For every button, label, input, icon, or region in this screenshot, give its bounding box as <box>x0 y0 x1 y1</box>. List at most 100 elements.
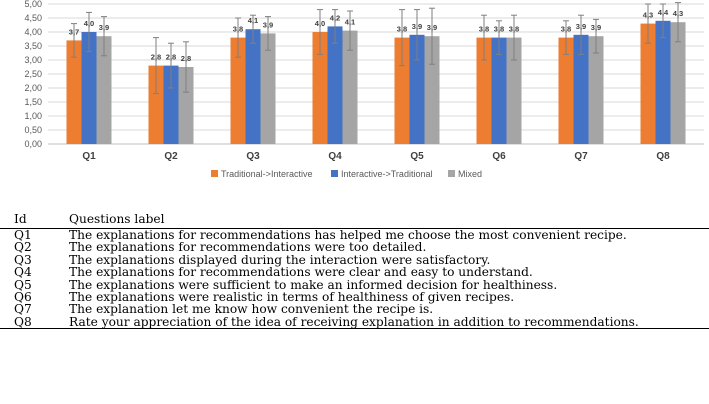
data-label: 4,0 <box>84 19 94 28</box>
row-id: Q2 <box>14 240 32 255</box>
y-tick-label: 2,00 <box>24 83 42 93</box>
y-axis-ticks: 0,00 0,50 1,00 1,50 2,00 2,50 3,00 3,50 4,00 4,50… <box>24 0 42 149</box>
row-label: The explanations were sufficient to make… <box>69 277 558 292</box>
row-label: The explanations for recommendations wer… <box>69 265 533 280</box>
data-label: 4,1 <box>345 18 355 27</box>
x-axis-categories: Q1 Q2 Q3 Q4 Q5 Q6 Q7 Q8 <box>82 151 670 162</box>
table-header-row: Id Questions label <box>0 212 709 229</box>
questions-table: Id Questions label Q1 The explanations f… <box>0 212 709 329</box>
data-label: 3,8 <box>509 25 519 34</box>
y-tick-label: 3,00 <box>24 55 42 65</box>
bar <box>394 37 410 144</box>
bar <box>409 34 425 144</box>
x-category-label: Q7 <box>574 151 588 162</box>
bar-chart: 0,00 0,50 1,00 1,50 2,00 2,50 3,00 3,50 4,00 4,50… <box>24 0 704 179</box>
bar <box>66 40 82 144</box>
data-labels: 3,7 4,0 3,9 2,8 2,8 2,8 3,8 4,1 3,9 4,0 4,2 4,1 3,8 3… <box>69 8 683 63</box>
bar <box>424 36 440 145</box>
legend-swatch <box>448 170 455 177</box>
y-tick-label: 4,00 <box>24 27 42 37</box>
row-id: Q4 <box>14 265 32 280</box>
bar <box>573 34 589 144</box>
x-category-label: Q4 <box>328 151 342 162</box>
data-label: 3,9 <box>263 20 273 29</box>
data-label: 3,8 <box>479 25 489 34</box>
bar <box>260 33 276 144</box>
data-label: 4,3 <box>643 11 653 20</box>
row-label: The explanations for recommendations wer… <box>69 240 427 255</box>
row-label: Rate your appreciation of the idea of re… <box>69 314 639 329</box>
bar <box>491 37 507 144</box>
data-label: 2,8 <box>166 53 176 62</box>
data-label: 3,8 <box>494 25 504 34</box>
bar <box>81 32 97 144</box>
bar <box>230 37 246 144</box>
bar <box>342 30 358 145</box>
bar <box>640 23 656 145</box>
bar <box>148 65 164 144</box>
data-label: 3,8 <box>561 25 571 34</box>
legend-label: Traditional->Interactive <box>221 169 312 179</box>
row-id: Q6 <box>14 290 32 305</box>
y-tick-label: 4,50 <box>24 13 42 23</box>
bar <box>312 32 328 144</box>
data-label: 3,9 <box>427 23 437 32</box>
bar <box>558 37 574 144</box>
bar <box>327 26 343 144</box>
row-label: The explanations were realistic in terms… <box>69 290 515 305</box>
table-row: Q3 The explanations displayed during the… <box>0 252 709 267</box>
y-tick-label: 2,50 <box>24 69 42 79</box>
row-id: Q5 <box>14 277 32 292</box>
y-tick-label: 3,50 <box>24 41 42 51</box>
data-label: 3,9 <box>412 22 422 31</box>
table-row: Q7 The explanation let me know how conve… <box>0 302 709 317</box>
row-id: Q3 <box>14 252 32 267</box>
table-row: Q8 Rate your appreciation of the idea of… <box>0 316 709 329</box>
data-label: 3,8 <box>397 25 407 34</box>
y-tick-label: 0,50 <box>24 125 42 135</box>
data-label: 2,8 <box>151 53 161 62</box>
header-questions-label: Questions label <box>69 212 165 226</box>
bar <box>178 67 194 144</box>
data-label: 2,8 <box>181 54 191 63</box>
data-label: 3,9 <box>591 23 601 32</box>
y-tick-label: 1,00 <box>24 111 42 121</box>
row-id: Q7 <box>14 302 32 317</box>
legend-swatch <box>331 170 338 177</box>
table-row: Q1 The explanations for recommendations … <box>0 229 709 242</box>
data-label: 4,3 <box>673 9 683 18</box>
row-label: The explanation let me know how convenie… <box>69 302 434 317</box>
x-category-label: Q3 <box>246 151 260 162</box>
y-tick-label: 5,00 <box>24 0 42 9</box>
bar <box>163 65 179 144</box>
y-tick-label: 0,00 <box>24 139 42 149</box>
header-id: Id <box>14 212 27 226</box>
row-label: The explanations displayed during the in… <box>69 252 491 267</box>
x-category-label: Q1 <box>82 151 96 162</box>
bar <box>245 29 261 145</box>
bar <box>476 37 492 144</box>
row-id: Q1 <box>14 228 32 242</box>
row-id: Q8 <box>14 314 32 329</box>
bar <box>588 36 604 145</box>
y-tick-label: 1,50 <box>24 97 42 107</box>
table-row: Q5 The explanations were sufficient to m… <box>0 277 709 292</box>
x-category-label: Q6 <box>492 151 506 162</box>
data-label: 4,2 <box>330 13 340 22</box>
data-label: 4,4 <box>658 8 669 17</box>
bar <box>96 36 112 145</box>
x-category-label: Q8 <box>656 151 670 162</box>
data-label: 3,8 <box>233 25 243 34</box>
x-category-label: Q5 <box>410 151 424 162</box>
legend-label: Mixed <box>458 169 482 179</box>
bar <box>655 20 671 144</box>
bar <box>506 37 522 144</box>
error-bars <box>71 2 681 95</box>
data-label: 4,0 <box>315 19 325 28</box>
data-label: 4,1 <box>248 16 258 25</box>
grid-lines <box>48 3 704 145</box>
table-row: Q4 The explanations for recommendations … <box>0 265 709 280</box>
data-label: 3,7 <box>69 27 79 36</box>
bars <box>66 20 686 145</box>
table-row: Q2 The explanations for recommendations … <box>0 240 709 255</box>
